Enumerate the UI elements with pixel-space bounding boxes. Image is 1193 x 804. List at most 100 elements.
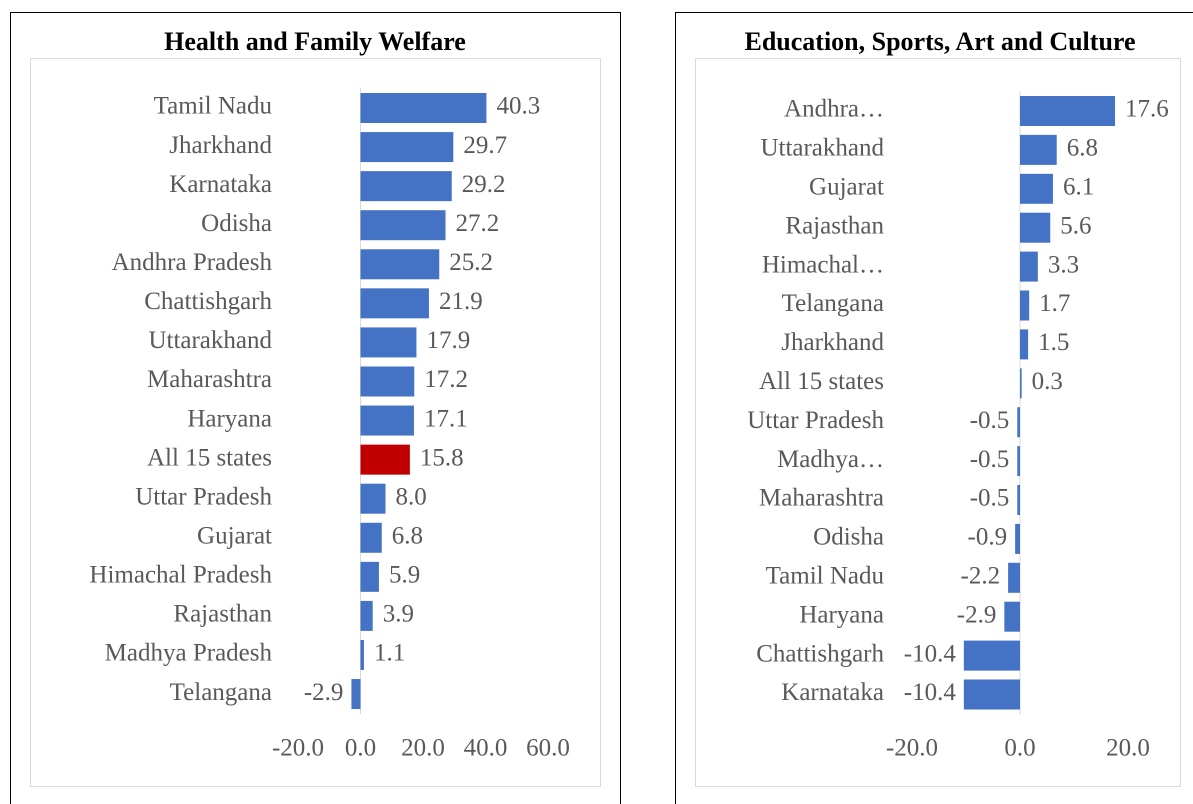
category-label: Andhra… — [784, 96, 884, 123]
value-label: 1.7 — [1039, 290, 1070, 317]
bar — [360, 366, 415, 397]
category-label: Tamil Nadu — [766, 563, 885, 590]
category-label: Haryana — [799, 601, 884, 628]
category-label: Haryana — [187, 405, 272, 432]
category-label: Odisha — [813, 524, 884, 551]
value-label: -0.5 — [970, 485, 1010, 512]
bar — [1015, 523, 1020, 554]
x-tick-label: 60.0 — [526, 735, 570, 762]
bar — [1020, 173, 1053, 204]
value-label: -2.2 — [961, 563, 1001, 590]
category-label: Jharkhand — [169, 132, 272, 159]
value-label: 17.9 — [426, 327, 470, 354]
panel-border — [675, 12, 1193, 804]
category-label: Telangana — [170, 679, 272, 706]
bar — [1020, 212, 1051, 243]
bar — [1017, 407, 1020, 438]
value-label: 1.1 — [374, 640, 405, 667]
category-label: Uttarakhand — [148, 327, 272, 354]
value-label: -10.4 — [904, 640, 957, 667]
value-label: 5.6 — [1060, 212, 1091, 239]
value-label: 25.2 — [449, 249, 493, 276]
bar — [360, 249, 440, 280]
bar — [360, 522, 382, 553]
panel-border — [10, 12, 621, 804]
category-label: Maharashtra — [147, 366, 272, 393]
value-label: 6.8 — [1067, 135, 1098, 162]
value-label: -0.9 — [968, 524, 1008, 551]
value-label: 29.7 — [463, 132, 507, 159]
category-label: Gujarat — [809, 174, 884, 201]
bar — [1020, 368, 1022, 399]
bar — [360, 444, 410, 475]
bar — [1008, 562, 1020, 593]
value-label: 27.2 — [456, 210, 500, 237]
value-label: 6.1 — [1063, 174, 1094, 201]
bar — [360, 288, 429, 319]
bar — [360, 561, 379, 592]
value-label: 17.2 — [424, 366, 468, 393]
value-label: 1.5 — [1038, 329, 1069, 356]
value-label: 3.3 — [1048, 251, 1079, 278]
value-label: 5.9 — [389, 562, 420, 589]
x-tick-label: 20.0 — [1106, 735, 1150, 762]
bar — [360, 171, 452, 202]
x-tick-label: 0.0 — [345, 735, 376, 762]
chart-title: Health and Family Welfare — [164, 27, 466, 56]
x-tick-label: -20.0 — [886, 735, 938, 762]
x-tick-label: -20.0 — [272, 735, 324, 762]
bar — [1020, 251, 1038, 282]
plot-border — [695, 58, 1181, 787]
value-label: -2.9 — [304, 679, 344, 706]
bar — [360, 600, 373, 631]
value-label: 0.3 — [1032, 368, 1063, 395]
category-label: Odisha — [201, 210, 272, 237]
bar — [360, 132, 454, 163]
value-label: 17.6 — [1125, 96, 1169, 123]
category-label: Chattishgarh — [144, 288, 272, 315]
value-label: 3.9 — [383, 601, 414, 628]
category-label: Karnataka — [169, 171, 272, 198]
bar — [1004, 601, 1020, 632]
category-label: All 15 states — [759, 368, 884, 395]
category-label: Andhra Pradesh — [112, 249, 273, 276]
category-label: Karnataka — [781, 679, 884, 706]
value-label: -10.4 — [904, 679, 957, 706]
value-label: -2.9 — [957, 601, 997, 628]
category-label: Madhya… — [777, 446, 884, 473]
category-label: Rajasthan — [785, 212, 884, 239]
category-label: Maharashtra — [759, 485, 884, 512]
bar — [963, 640, 1020, 671]
value-label: 6.8 — [392, 523, 423, 550]
value-label: 40.3 — [496, 93, 540, 120]
x-tick-label: 0.0 — [1004, 735, 1035, 762]
category-label: Uttarakhand — [760, 135, 884, 162]
value-label: -0.5 — [970, 407, 1010, 434]
bar — [360, 327, 417, 358]
bar — [360, 405, 414, 436]
category-label: Uttar Pradesh — [747, 407, 884, 434]
x-tick-label: 40.0 — [464, 735, 508, 762]
category-label: Himachal Pradesh — [89, 562, 272, 589]
bar — [1017, 446, 1020, 477]
value-label: 29.2 — [462, 171, 506, 198]
category-label: Uttar Pradesh — [135, 483, 272, 510]
bar — [1020, 329, 1029, 360]
bar — [1017, 485, 1020, 515]
value-label: -0.5 — [970, 446, 1010, 473]
category-label: Chattishgarh — [756, 640, 884, 667]
category-label: Himachal… — [762, 251, 884, 278]
bar — [1020, 134, 1057, 165]
bar — [360, 483, 386, 514]
bar — [351, 679, 361, 710]
category-label: Jharkhand — [781, 329, 884, 356]
chart-title: Education, Sports, Art and Culture — [744, 27, 1135, 56]
value-label: 21.9 — [439, 288, 483, 315]
category-label: Telangana — [782, 290, 884, 317]
category-label: Rajasthan — [173, 601, 272, 628]
bar — [1020, 96, 1116, 126]
bar — [360, 639, 364, 670]
value-label: 8.0 — [396, 483, 427, 510]
category-label: All 15 states — [147, 444, 272, 471]
